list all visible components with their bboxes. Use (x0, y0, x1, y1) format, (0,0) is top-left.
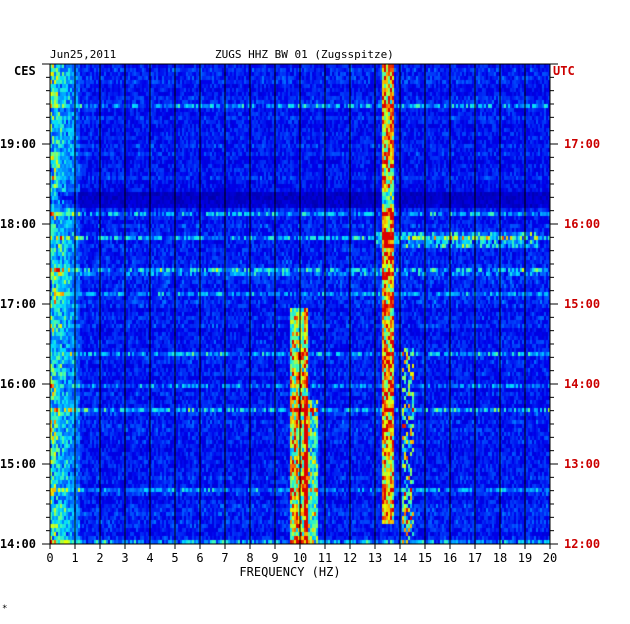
y-tick-label-right: 17:00 (564, 137, 600, 151)
x-tick-label: 16 (443, 551, 457, 565)
x-tick-label: 10 (293, 551, 307, 565)
x-tick-label: 9 (271, 551, 278, 565)
x-tick-label: 5 (171, 551, 178, 565)
y-tick-label-right: 14:00 (564, 377, 600, 391)
chart-title: ZUGS HHZ BW 01 (Zugsspitze) (215, 48, 394, 61)
y-tick-label-right: 12:00 (564, 537, 600, 551)
x-tick-label: 6 (196, 551, 203, 565)
x-tick-label: 19 (518, 551, 532, 565)
footer-mark: * (2, 604, 8, 614)
y-tick-label-left: 14:00 (0, 537, 36, 551)
x-axis-label: FREQUENCY (HZ) (239, 565, 340, 579)
x-tick-label: 17 (468, 551, 482, 565)
x-tick-label: 0 (46, 551, 53, 565)
right-timezone-label: UTC (553, 64, 575, 78)
x-tick-label: 18 (493, 551, 507, 565)
y-tick-label-right: 15:00 (564, 297, 600, 311)
x-tick-label: 15 (418, 551, 432, 565)
x-tick-label: 2 (96, 551, 103, 565)
x-tick-label: 7 (221, 551, 228, 565)
chart-date: Jun25,2011 (50, 48, 117, 61)
x-tick-label: 3 (121, 551, 128, 565)
x-tick-label: 20 (543, 551, 557, 565)
left-timezone-label: CES (14, 64, 36, 78)
y-tick-label-left: 18:00 (0, 217, 36, 231)
y-tick-label-left: 19:00 (0, 137, 36, 151)
x-tick-label: 14 (393, 551, 407, 565)
y-tick-label-left: 17:00 (0, 297, 36, 311)
x-tick-label: 11 (318, 551, 332, 565)
x-tick-label: 8 (246, 551, 253, 565)
x-tick-label: 13 (368, 551, 382, 565)
y-tick-label-left: 15:00 (0, 457, 36, 471)
x-tick-label: 12 (343, 551, 357, 565)
x-tick-label: 1 (71, 551, 78, 565)
y-tick-label-left: 16:00 (0, 377, 36, 391)
y-tick-label-right: 16:00 (564, 217, 600, 231)
x-tick-label: 4 (146, 551, 153, 565)
y-tick-label-right: 13:00 (564, 457, 600, 471)
